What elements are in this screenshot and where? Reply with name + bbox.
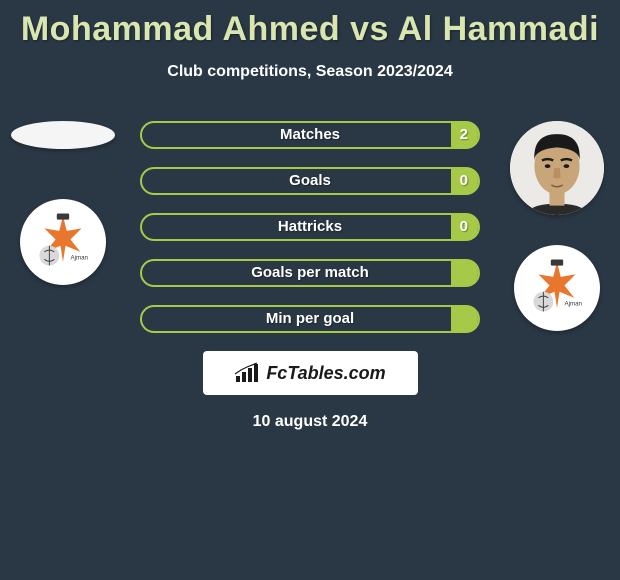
- stats-list: Matches2Goals0Hattricks0Goals per matchM…: [140, 121, 480, 333]
- brand-text: FcTables.com: [266, 363, 385, 384]
- stat-row: Goals0: [140, 167, 480, 195]
- player2-club-badge: Ajman: [514, 245, 600, 331]
- player1-club-badge: Ajman: [20, 199, 106, 285]
- stat-label: Matches: [142, 123, 478, 147]
- player1-avatar-placeholder: [11, 121, 115, 149]
- brand-box[interactable]: FcTables.com: [203, 351, 418, 395]
- stat-label: Min per goal: [142, 307, 478, 331]
- ajman-club-icon: Ajman: [32, 211, 94, 273]
- date-label: 10 august 2024: [0, 413, 620, 431]
- stat-label: Hattricks: [142, 215, 478, 239]
- stat-value-right: 0: [460, 215, 468, 239]
- player-face-icon: [510, 121, 604, 215]
- stat-label: Goals per match: [142, 261, 478, 285]
- stat-row: Goals per match: [140, 259, 480, 287]
- stat-value-right: 2: [460, 123, 468, 147]
- player1-column: Ajman: [8, 121, 118, 285]
- player2-column: Ajman: [502, 121, 612, 331]
- stat-label: Goals: [142, 169, 478, 193]
- page-title: Mohammad Ahmed vs Al Hammadi: [0, 0, 620, 49]
- stat-row: Hattricks0: [140, 213, 480, 241]
- player2-avatar: [510, 121, 604, 215]
- subtitle: Club competitions, Season 2023/2024: [0, 63, 620, 81]
- svg-text:Ajman: Ajman: [70, 254, 88, 261]
- stat-row: Min per goal: [140, 305, 480, 333]
- brand-chart-icon: [234, 362, 260, 384]
- stat-row: Matches2: [140, 121, 480, 149]
- ajman-club-icon: Ajman: [526, 257, 588, 319]
- stat-value-right: 0: [460, 169, 468, 193]
- svg-text:Ajman: Ajman: [564, 300, 582, 307]
- comparison-content: Ajman Ajman: [0, 121, 620, 431]
